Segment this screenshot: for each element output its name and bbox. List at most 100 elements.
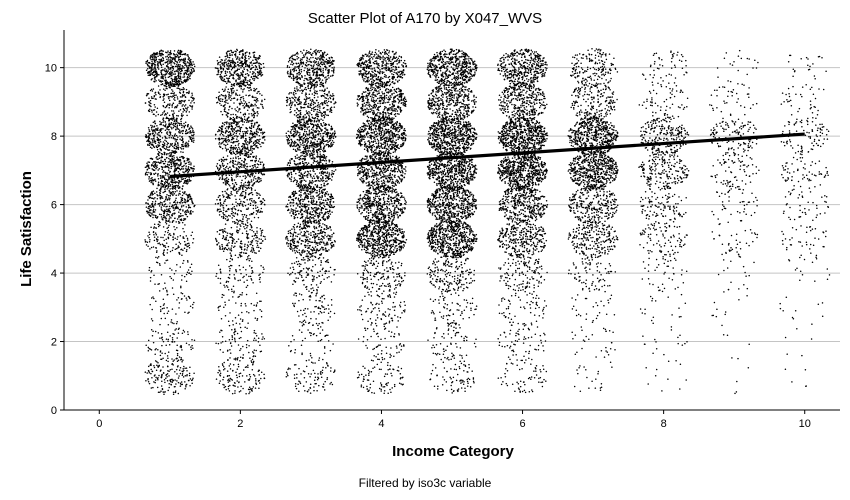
scatter-point (173, 181, 176, 183)
scatter-point (161, 204, 164, 206)
scatter-point (171, 74, 173, 76)
scatter-point (232, 119, 234, 121)
scatter-point (246, 86, 249, 89)
scatter-point (300, 293, 303, 296)
scatter-point (172, 236, 174, 238)
scatter-point (227, 112, 229, 115)
scatter-point (189, 305, 192, 308)
scatter-point (221, 341, 224, 343)
scatter-point (152, 168, 154, 171)
scatter-point (171, 106, 173, 108)
scatter-point (226, 143, 229, 146)
scatter-point (154, 98, 156, 100)
scatter-point (242, 96, 244, 98)
scatter-point (160, 332, 163, 335)
scatter-point (241, 179, 243, 182)
scatter-point (242, 79, 245, 81)
scatter-point (239, 98, 242, 101)
scatter-point (251, 132, 254, 134)
scatter-point (152, 330, 154, 333)
scatter-point (322, 383, 325, 385)
scatter-point (157, 283, 159, 285)
scatter-point (244, 243, 246, 246)
scatter-point (163, 200, 165, 203)
scatter-point (168, 224, 170, 227)
scatter-point (177, 170, 180, 173)
scatter-point (229, 342, 232, 344)
scatter-point (231, 180, 234, 182)
scatter-point (239, 219, 242, 222)
scatter-point (255, 167, 257, 169)
scatter-point (191, 127, 194, 130)
scatter-point (151, 60, 153, 63)
scatter-point (172, 102, 175, 105)
scatter-point (176, 98, 179, 100)
scatter-point (183, 275, 186, 278)
scatter-point (229, 72, 231, 74)
scatter-point (192, 303, 194, 306)
scatter-point (148, 236, 150, 239)
scatter-point (170, 71, 173, 74)
scatter-point (329, 316, 331, 318)
scatter-point (302, 320, 305, 322)
scatter-point (167, 129, 170, 131)
scatter-point (228, 277, 231, 279)
scatter-point (180, 248, 183, 250)
scatter-point (227, 91, 229, 93)
scatter-point (240, 348, 242, 350)
scatter-point (171, 110, 173, 112)
scatter-point (176, 158, 179, 160)
scatter-point (224, 179, 226, 182)
scatter-point (255, 157, 257, 160)
scatter-point (226, 216, 229, 218)
scatter-point (173, 57, 175, 59)
scatter-point (168, 173, 170, 176)
scatter-point (221, 237, 224, 240)
scatter-point (226, 99, 228, 101)
scatter-point (163, 144, 166, 146)
scatter-point (162, 216, 165, 219)
scatter-point (169, 188, 171, 190)
scatter-point (248, 344, 250, 347)
scatter-point (174, 203, 177, 205)
scatter-point (175, 79, 178, 81)
scatter-point (242, 97, 245, 100)
scatter-point (230, 192, 232, 195)
scatter-point (237, 344, 240, 346)
scatter-point (240, 304, 242, 307)
scatter-point (310, 334, 312, 337)
scatter-point (151, 376, 153, 379)
scatter-point (176, 226, 178, 229)
scatter-point (179, 77, 182, 79)
scatter-point (160, 385, 163, 387)
scatter-point (240, 193, 242, 195)
scatter-point (235, 83, 238, 86)
scatter-point (160, 58, 162, 61)
scatter-point (244, 167, 247, 170)
scatter-point (241, 203, 244, 206)
scatter-point (244, 65, 247, 68)
scatter-point (183, 180, 186, 182)
scatter-point (155, 215, 157, 217)
scatter-point (177, 142, 179, 145)
scatter-point (246, 65, 248, 67)
scatter-point (161, 155, 163, 158)
scatter-point (169, 50, 172, 52)
scatter-point (238, 109, 240, 111)
scatter-point (167, 59, 170, 61)
scatter-point (160, 66, 163, 69)
scatter-point (175, 106, 178, 109)
scatter-point (174, 329, 176, 331)
scatter-point (241, 186, 244, 188)
scatter-point (163, 142, 166, 145)
scatter-point (148, 137, 150, 140)
scatter-point (236, 121, 239, 124)
scatter-point (152, 341, 155, 344)
scatter-point (245, 346, 248, 349)
scatter-point (317, 307, 319, 309)
scatter-point (222, 67, 225, 70)
scatter-point (176, 54, 179, 57)
scatter-point (160, 131, 163, 134)
scatter-point (217, 371, 219, 374)
scatter-point (215, 378, 218, 380)
